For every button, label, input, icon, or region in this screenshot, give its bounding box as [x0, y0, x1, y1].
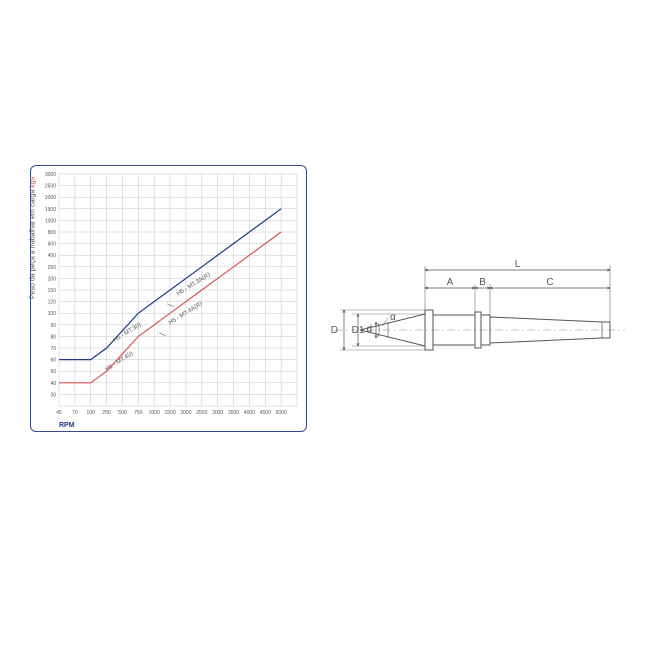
svg-text:3000: 3000 — [45, 172, 56, 178]
svg-text:250: 250 — [48, 265, 57, 271]
svg-text:C: C — [546, 277, 553, 288]
svg-text:70: 70 — [50, 346, 56, 352]
svg-text:500: 500 — [118, 410, 127, 416]
svg-text:2000: 2000 — [180, 410, 191, 416]
svg-text:250: 250 — [102, 410, 111, 416]
svg-text:4500: 4500 — [260, 410, 271, 416]
svg-text:100: 100 — [48, 311, 57, 317]
svg-text:80: 80 — [50, 334, 56, 340]
x-axis-label: RPM — [59, 422, 75, 429]
load-chart: 3000 2500 2000 1500 1000 800 600 450 250 200 150 12… — [30, 165, 307, 432]
svg-text:100: 100 — [87, 410, 96, 416]
svg-text:800: 800 — [48, 230, 57, 236]
technical-diagram: L A B C D D1d α — [330, 240, 630, 380]
svg-text:4000: 4000 — [244, 410, 255, 416]
svg-text:1500: 1500 — [165, 410, 176, 416]
svg-text:D: D — [331, 325, 338, 336]
svg-text:50: 50 — [50, 369, 56, 375]
chart-svg: 3000 2500 2000 1500 1000 800 600 450 250 200 150 12… — [31, 166, 306, 431]
svg-text:2500: 2500 — [45, 184, 56, 190]
y-axis-label: Peso da peça a trabalhar em carga kgs — [30, 176, 37, 298]
svg-text:H5 - MT.3A(R): H5 - MT.3A(R) — [176, 272, 212, 297]
svg-text:40: 40 — [50, 381, 56, 387]
svg-text:70: 70 — [72, 410, 78, 416]
svg-text:750: 750 — [134, 410, 143, 416]
diagram-svg: L A B C D D1d α — [330, 240, 630, 380]
svg-text:450: 450 — [48, 253, 57, 259]
svg-text:200: 200 — [48, 276, 57, 282]
svg-text:2500: 2500 — [196, 410, 207, 416]
svg-text:45: 45 — [56, 410, 62, 416]
svg-text:60: 60 — [50, 358, 56, 364]
svg-text:B: B — [479, 277, 486, 288]
svg-text:L: L — [515, 259, 521, 270]
svg-text:H5 - MT.4(I): H5 - MT.4(I) — [104, 351, 134, 373]
svg-text:3000: 3000 — [212, 410, 223, 416]
svg-text:120: 120 — [48, 300, 57, 306]
svg-text:α: α — [390, 312, 396, 323]
svg-text:1000: 1000 — [45, 218, 56, 224]
svg-text:600: 600 — [48, 242, 57, 248]
svg-text:90: 90 — [50, 323, 56, 329]
svg-text:5000: 5000 — [276, 410, 287, 416]
svg-text:3500: 3500 — [228, 410, 239, 416]
svg-text:d: d — [366, 324, 372, 335]
svg-text:2000: 2000 — [45, 195, 56, 201]
svg-text:30: 30 — [50, 392, 56, 398]
svg-text:1500: 1500 — [45, 207, 56, 213]
svg-text:1000: 1000 — [149, 410, 160, 416]
svg-text:150: 150 — [48, 288, 57, 294]
svg-text:D1: D1 — [352, 325, 365, 336]
svg-text:A: A — [447, 277, 454, 288]
